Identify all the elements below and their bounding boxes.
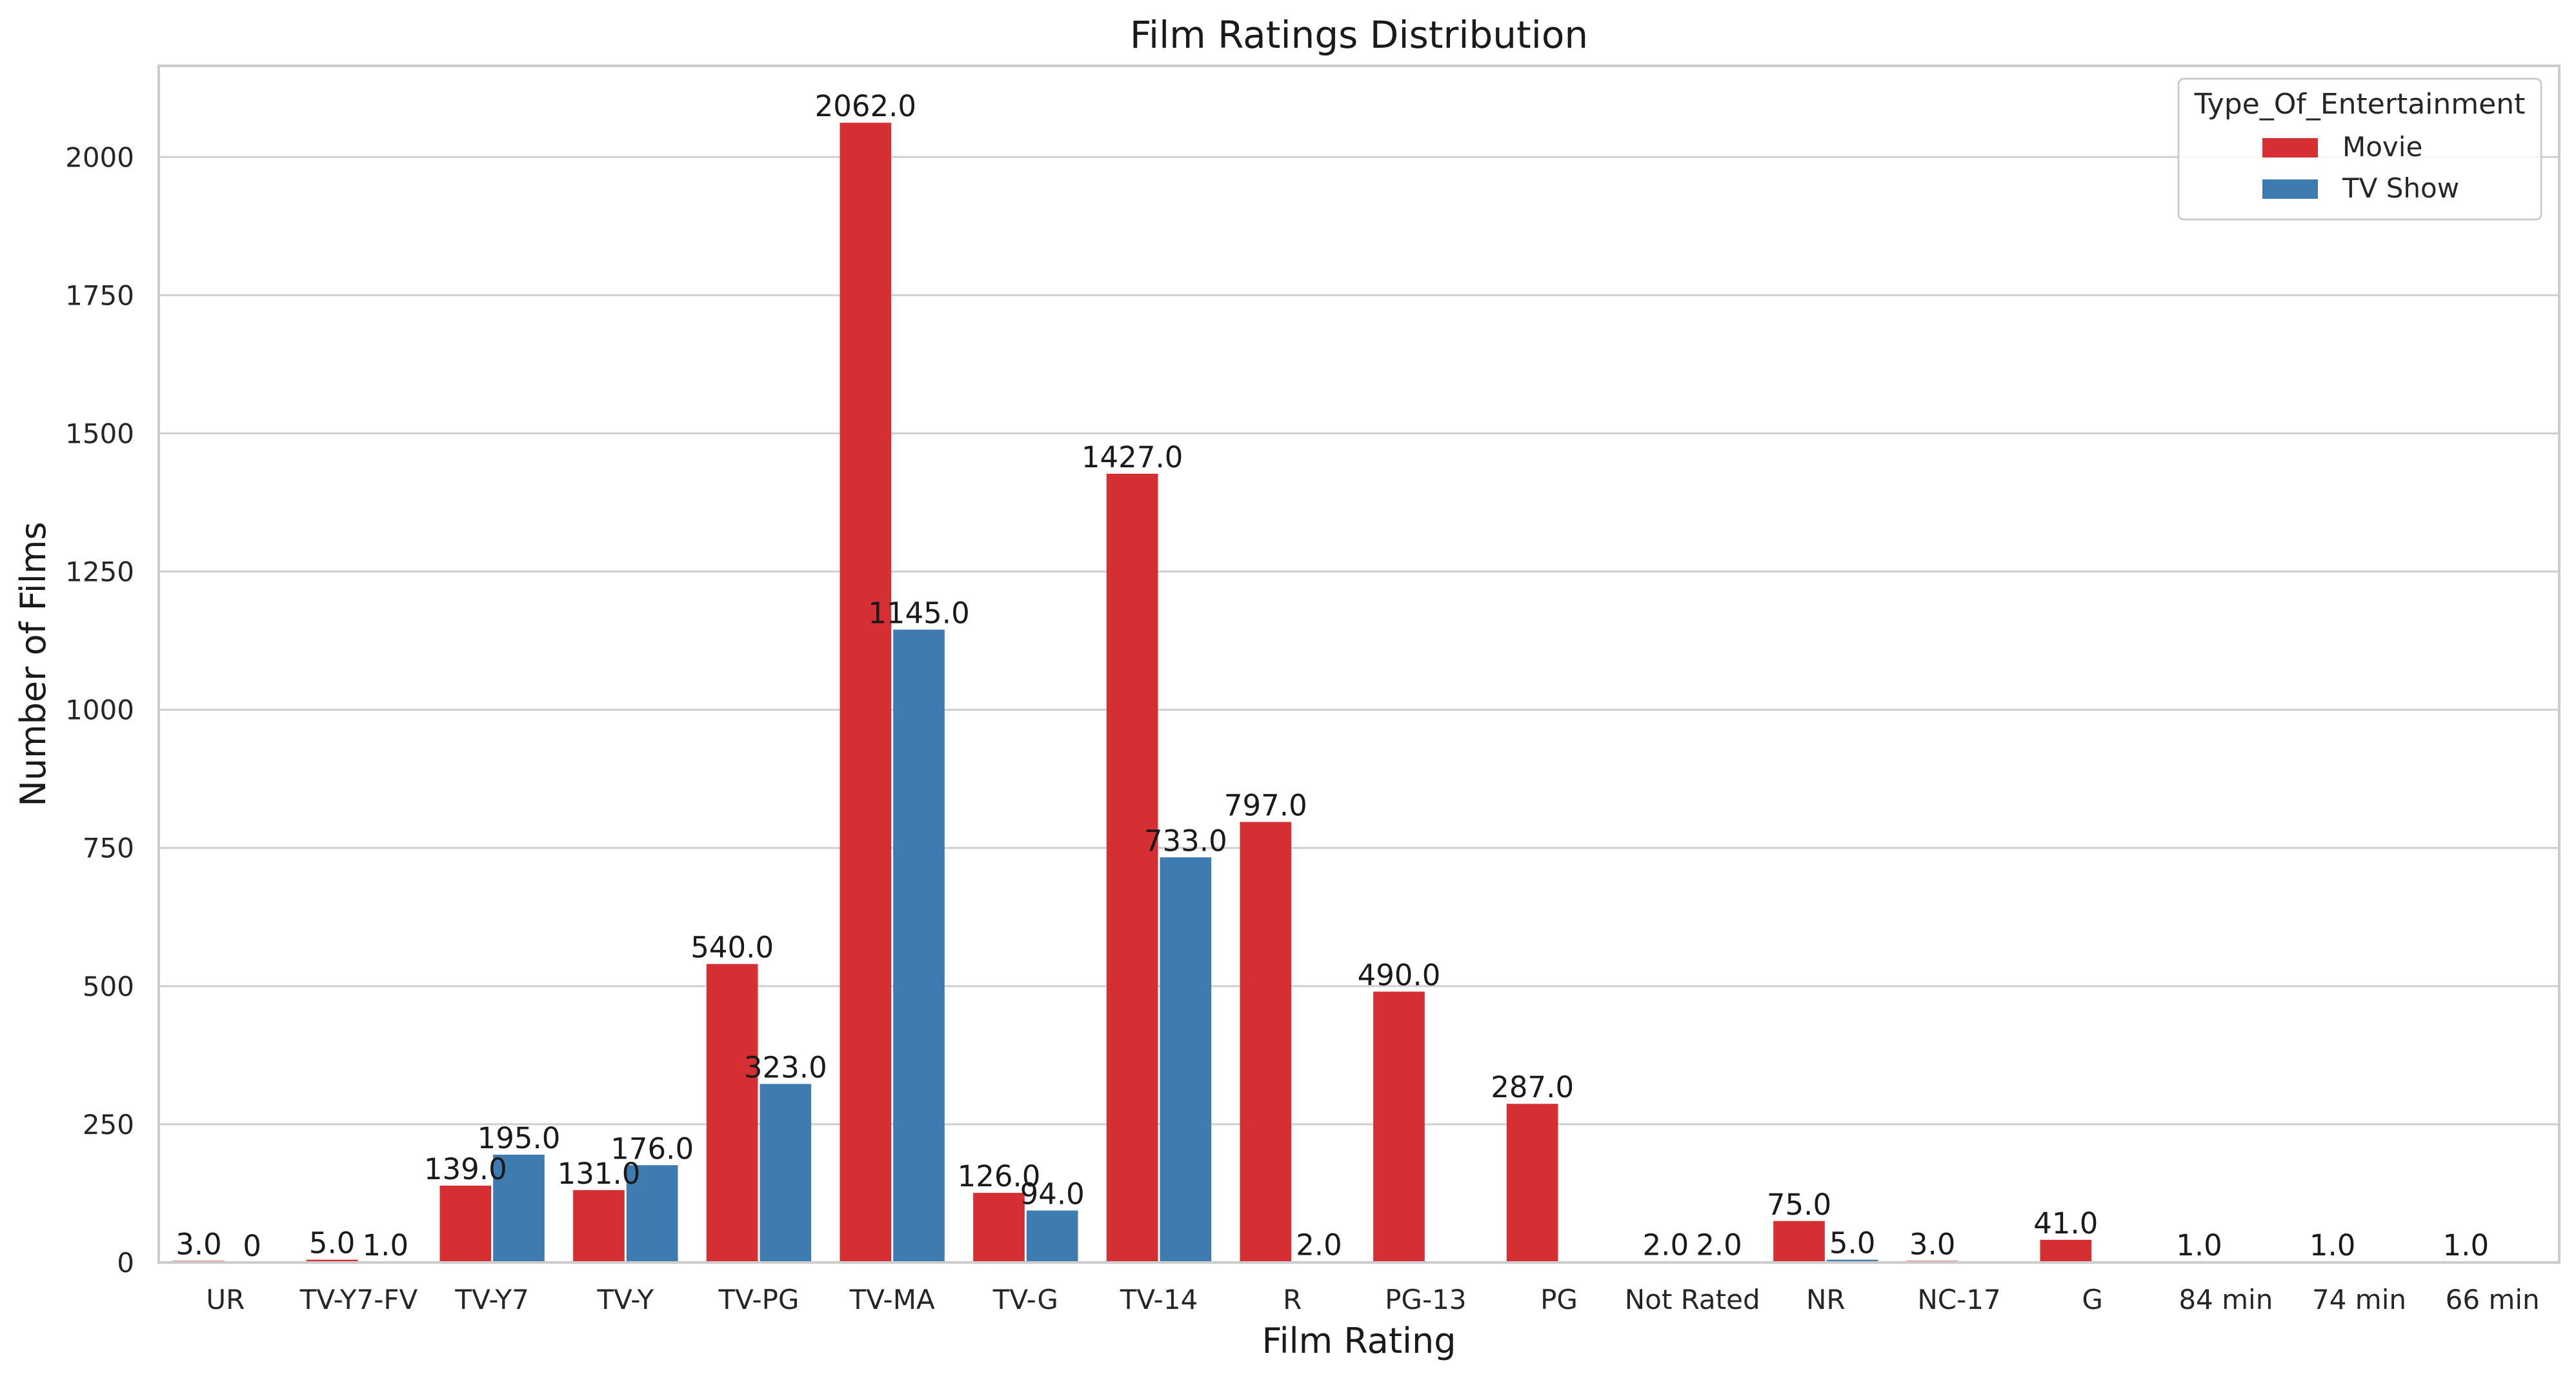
bar-value-label: 1.0 xyxy=(2443,1228,2490,1262)
x-tick-label: TV-G xyxy=(992,1284,1058,1315)
x-tick-label: PG-13 xyxy=(1385,1284,1466,1315)
bar-value-label: 94.0 xyxy=(1020,1177,1085,1211)
y-tick-label: 1000 xyxy=(65,694,134,726)
legend-items: Movie TV Show xyxy=(2262,131,2459,204)
bar-movie xyxy=(706,964,758,1262)
y-tick-label: 0 xyxy=(117,1247,134,1279)
y-tick-labels: 0 250 500 750 1000 1250 1500 1750 2000 xyxy=(65,141,134,1279)
x-tick-label: 66 min xyxy=(2446,1284,2540,1315)
bar-labels: 3.0 5.0 139.0 131.0 540.0 2062.0 126.0 1427.0 79… xyxy=(176,89,2489,1263)
plot-frame xyxy=(157,65,2561,1264)
y-tick-label: 750 xyxy=(83,833,134,864)
bar-value-label: 1.0 xyxy=(2309,1228,2356,1262)
y-tick-label: 1500 xyxy=(65,418,134,449)
bar-value-label: 1427.0 xyxy=(1082,440,1183,474)
legend-title: Type_Of_Entertainment xyxy=(2194,88,2526,121)
legend-label: TV Show xyxy=(2342,172,2459,204)
bar-value-label: 2062.0 xyxy=(815,89,916,123)
bar-value-label: 323.0 xyxy=(744,1050,827,1084)
legend-swatch xyxy=(2262,179,2318,199)
bar-movie xyxy=(1506,1104,1558,1262)
x-tick-label: TV-MA xyxy=(849,1284,935,1315)
bar-tv-show xyxy=(626,1165,678,1262)
legend-swatch xyxy=(2262,138,2318,157)
x-tick-label: PG xyxy=(1540,1284,1578,1315)
bar-tv-show xyxy=(760,1084,812,1262)
bar-value-label: 5.0 xyxy=(1829,1226,1876,1261)
bar-value-label: 131.0 xyxy=(558,1157,641,1191)
bar-value-label: 540.0 xyxy=(690,931,774,965)
legend: Type_Of_Entertainment Movie TV Show xyxy=(2177,77,2542,221)
bar-movie xyxy=(2040,1239,2092,1262)
y-tick-label: 250 xyxy=(83,1109,134,1140)
x-tick-label: TV-14 xyxy=(1120,1284,1198,1315)
bar-tv-show xyxy=(493,1155,545,1262)
bar-value-label: 1.0 xyxy=(363,1228,409,1262)
bar-value-label: 287.0 xyxy=(1491,1070,1574,1104)
x-tick-label: Not Rated xyxy=(1625,1284,1760,1315)
x-tick-label: TV-Y7 xyxy=(454,1284,528,1315)
bar-value-label: 0 xyxy=(243,1229,261,1263)
x-tick-labels: UR TV-Y7-FV TV-Y7 TV-Y TV-PG TV-MA TV-G TV-14 R P… xyxy=(206,1284,2539,1315)
bar-value-label: 3.0 xyxy=(1909,1227,1956,1261)
x-tick-label: TV-Y7-FV xyxy=(299,1284,418,1315)
y-tick-label: 2000 xyxy=(65,141,134,173)
bar-movie xyxy=(1773,1221,1825,1262)
bar-value-label: 2.0 xyxy=(1696,1228,1742,1262)
bar-movie xyxy=(1106,473,1158,1262)
y-tick-label: 1250 xyxy=(65,556,134,588)
x-tick-label: 84 min xyxy=(2179,1284,2273,1315)
y-tick-label: 1750 xyxy=(65,279,134,311)
x-tick-label: NR xyxy=(1806,1284,1846,1315)
x-tick-label: NC-17 xyxy=(1917,1284,2000,1315)
x-tick-label: TV-Y xyxy=(596,1284,654,1315)
bar-value-label: 5.0 xyxy=(309,1226,356,1261)
bar-value-label: 176.0 xyxy=(610,1131,694,1166)
bar-value-label: 139.0 xyxy=(424,1152,507,1186)
bar-movie xyxy=(1240,822,1292,1262)
bar-value-label: 2.0 xyxy=(1643,1228,1689,1262)
bar-movie xyxy=(573,1190,625,1262)
bar-value-label: 195.0 xyxy=(478,1121,561,1155)
bar-movie xyxy=(840,123,892,1263)
x-tick-label: UR xyxy=(206,1284,245,1315)
x-tick-label: R xyxy=(1283,1284,1302,1315)
bar-value-label: 797.0 xyxy=(1224,788,1307,822)
bar-movie xyxy=(306,1259,358,1262)
bars xyxy=(173,123,2492,1263)
y-tick-label: 500 xyxy=(83,971,134,1002)
bar-tv-show xyxy=(1026,1210,1078,1262)
bar-value-label: 126.0 xyxy=(958,1159,1041,1193)
bar-movie xyxy=(439,1185,492,1262)
y-axis-label: Number of Films xyxy=(13,522,54,806)
legend-label: Movie xyxy=(2342,131,2422,163)
bar-value-label: 1145.0 xyxy=(868,596,969,630)
x-tick-label: TV-PG xyxy=(718,1284,800,1315)
bar-tv-show xyxy=(1826,1259,1878,1262)
bar-value-label: 733.0 xyxy=(1144,824,1227,858)
bar-value-label: 75.0 xyxy=(1767,1188,1831,1222)
x-tick-label: 74 min xyxy=(2312,1284,2406,1315)
bar-value-label: 3.0 xyxy=(176,1227,222,1261)
bar-tv-show xyxy=(1160,857,1212,1262)
bar-value-label: 2.0 xyxy=(1296,1228,1342,1262)
bar-value-label: 490.0 xyxy=(1358,958,1441,992)
bar-value-label: 1.0 xyxy=(2176,1228,2222,1262)
bar-movie xyxy=(1373,991,1425,1262)
bar-value-label: 41.0 xyxy=(2033,1206,2098,1241)
x-tick-label: G xyxy=(2082,1284,2103,1315)
bar-movie xyxy=(973,1193,1025,1262)
bar-tv-show xyxy=(893,629,945,1262)
x-axis-label: Film Rating xyxy=(1262,1321,1456,1361)
chart-title: Film Ratings Distribution xyxy=(1130,13,1588,57)
gridlines xyxy=(159,156,2559,1264)
